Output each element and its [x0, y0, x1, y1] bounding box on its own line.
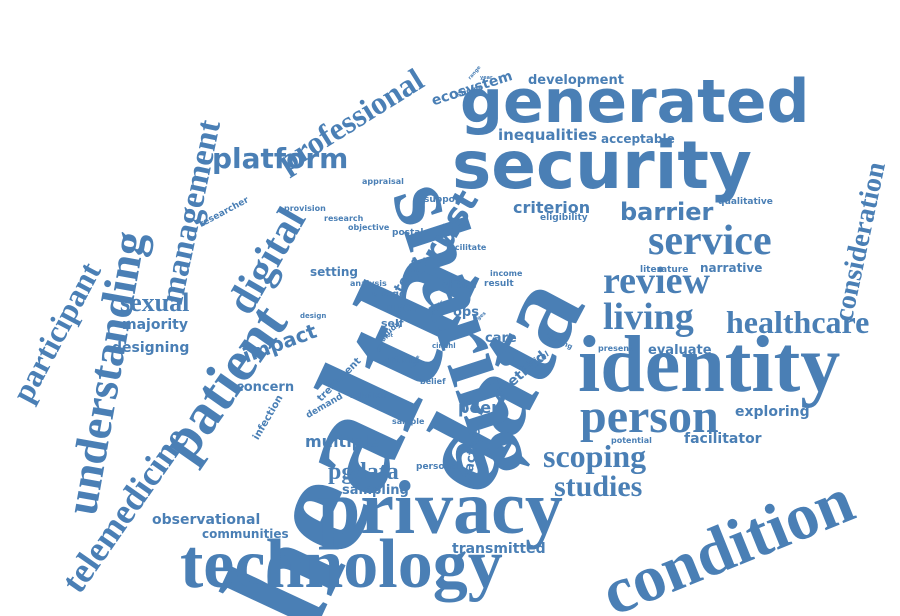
- word-support: support: [424, 195, 464, 205]
- word-service: service: [648, 218, 772, 264]
- word-identity: identity: [578, 321, 841, 409]
- word-development: development: [528, 73, 624, 88]
- word-security: security: [452, 127, 752, 204]
- word-communities: communities: [202, 527, 289, 541]
- word-criterion: criterion: [513, 198, 591, 217]
- word-provision: provision: [284, 204, 326, 213]
- word-personal: personal: [416, 462, 461, 472]
- word-barrier: barrier: [620, 198, 714, 226]
- word-year: year: [480, 75, 493, 81]
- word-result: result: [484, 279, 514, 289]
- word-qualitative: qualitative: [718, 197, 773, 207]
- word-literature: literature: [640, 265, 689, 275]
- word-review: review: [603, 260, 710, 302]
- word-studies: studies: [554, 470, 643, 503]
- word-objective: objective: [348, 223, 390, 232]
- word-present: present: [598, 344, 633, 353]
- word-postal: postal: [392, 228, 424, 238]
- word-inequalities: inequalities: [498, 126, 598, 144]
- word-digital: digital: [218, 199, 316, 322]
- word-exploring: exploring: [735, 404, 810, 420]
- word-analysis: analysis: [350, 279, 387, 288]
- word-eligibility: eligibility: [540, 213, 588, 223]
- word-ops: ops: [453, 305, 479, 320]
- word-share: share: [442, 278, 477, 291]
- word-facilitator: facilitator: [684, 431, 762, 447]
- word-majority: majority: [122, 317, 188, 333]
- word-design: design: [300, 312, 327, 320]
- word-multiple: multiple: [305, 432, 380, 451]
- word-self: self: [381, 317, 404, 330]
- word-solution: solution: [350, 391, 387, 400]
- word-facilitate: facilitate: [446, 243, 487, 252]
- word-sample: sample: [392, 417, 425, 426]
- word-peer: peer: [458, 398, 500, 417]
- word-sexual: sexual: [120, 288, 190, 317]
- word-belief: belief: [420, 377, 446, 386]
- word-privacy: privacy: [318, 466, 563, 550]
- word-care: care: [485, 331, 517, 346]
- word-designing: designing: [112, 340, 190, 356]
- word-acceptable: acceptable: [601, 132, 675, 146]
- word-quot: quot: [380, 333, 393, 339]
- word-technology: technology: [180, 526, 503, 603]
- word-generated: generated: [460, 67, 810, 137]
- word-platform: platform: [212, 142, 349, 175]
- word-article: article: [383, 355, 420, 366]
- word-person: person: [580, 390, 719, 443]
- word-cinahl: cinahl: [432, 342, 456, 350]
- word-potential: potential: [611, 436, 652, 445]
- word-sampling: sampling: [342, 483, 409, 498]
- word-scoping: scoping: [543, 438, 647, 474]
- word-observational: observational: [152, 512, 261, 528]
- word-concern: concern: [236, 380, 295, 395]
- word-pgdata: pgdata: [328, 459, 399, 485]
- word-setting: setting: [310, 265, 358, 279]
- word-consideration: consideration: [828, 159, 893, 325]
- word-user: user: [386, 301, 419, 316]
- word-transmitted: transmitted: [452, 541, 546, 557]
- word-usage: usage: [372, 289, 406, 300]
- word-income: income: [490, 269, 523, 278]
- word-appraisal: appraisal: [362, 177, 404, 186]
- word-living: living: [603, 296, 694, 338]
- word-narrative: narrative: [700, 261, 763, 275]
- word-healthcare: healthcare: [726, 304, 870, 340]
- word-evaluate: evaluate: [648, 343, 712, 358]
- word-research: research: [324, 214, 364, 223]
